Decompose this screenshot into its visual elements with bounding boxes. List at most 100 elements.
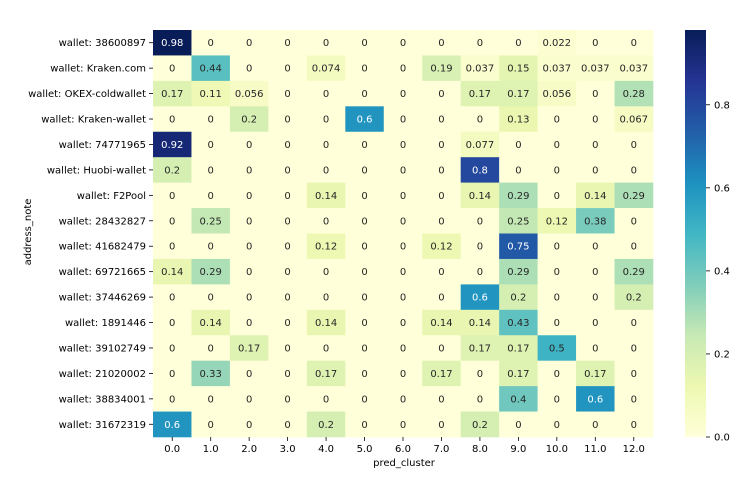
heatmap-cell [306,80,346,107]
heatmap-cell [576,80,615,107]
heatmap-cell [383,386,423,412]
cell-value-label: 0 [400,38,406,49]
cell-value-label: 0 [438,394,444,405]
cell-value-label: 0 [515,140,521,151]
heatmap-cell [191,208,231,234]
cell-value-label: 0 [592,165,598,176]
heatmap-cell [499,157,538,183]
heatmap-cell [306,258,346,285]
colorbar-tick-label: 0.6 [714,183,730,194]
cell-value-label: 0 [438,216,444,227]
heatmap-cell [268,360,308,387]
cell-value-label: 0 [554,318,560,329]
cell-value-label: 0 [400,140,406,151]
cell-value-label: 0 [284,89,290,100]
heatmap-cell [229,284,269,311]
heatmap-cell [345,386,385,412]
heatmap-cell [191,131,231,158]
cell-value-label: 0 [592,38,598,49]
heatmap-cell [614,386,654,412]
heatmap-cell [268,411,308,438]
heatmap-cell [422,386,461,412]
cell-value-label: 0.6 [357,115,373,126]
heatmap-cell [306,411,346,438]
x-tick-label: 9.0 [510,444,526,455]
heatmap-cell [576,131,615,158]
cell-value-label: 0 [361,165,367,176]
x-tick-label: 1.0 [203,444,219,455]
heatmap-cell [460,30,500,56]
heatmap-cell [422,335,461,361]
heatmap-cell [345,411,385,438]
cell-value-label: 0 [208,343,214,354]
heatmap-cell [153,157,192,183]
cell-value-label: 0 [631,242,637,253]
heatmap-cell [537,80,577,107]
heatmap-cell [499,360,538,387]
cell-value-label: 0 [438,115,444,126]
heatmap-cell [306,157,346,183]
cell-value-label: 0 [592,293,598,304]
heatmap-cell [345,106,385,133]
colorbar-gradient [685,30,706,437]
heatmap-cell [191,106,231,133]
cell-value-label: 0 [361,293,367,304]
heatmap-cell [345,182,385,209]
heatmap-cell [345,30,385,56]
cell-value-label: 0.14 [430,318,452,329]
cell-value-label: 0 [284,293,290,304]
cell-value-label: 0 [208,420,214,431]
heatmap-cell [345,131,385,158]
x-tick-label: 10.0 [546,444,568,455]
x-tick-label: 7.0 [434,444,450,455]
cell-value-label: 0 [400,420,406,431]
heatmap-cell [537,131,577,158]
cell-value-label: 0.29 [507,267,529,278]
heatmap-cell [460,233,500,260]
cell-value-label: 0.17 [238,343,260,354]
heatmap-cell [499,233,538,260]
heatmap-cell [422,182,461,209]
cell-value-label: 0.29 [507,191,529,202]
heatmap-cell [422,233,461,260]
cell-value-label: 0.29 [623,267,645,278]
y-tick-label: wallet: 39102749 [59,343,146,354]
heatmap-cell [191,411,231,438]
heatmap-cell [153,284,192,311]
heatmap-cell [576,258,615,285]
cell-value-label: 0 [361,343,367,354]
heatmap-cell [614,182,654,209]
cell-value-label: 0.17 [161,89,183,100]
cell-value-label: 0 [284,318,290,329]
cell-value-label: 0.75 [507,242,529,253]
heatmap-cell [383,80,423,107]
heatmap-cell [268,258,308,285]
heatmap-cell [460,157,500,183]
cell-value-label: 0 [631,216,637,227]
cell-value-label: 0.077 [466,140,495,151]
heatmap-cell [268,131,308,158]
heatmap-cell [153,80,192,107]
cell-value-label: 0 [246,369,252,380]
cell-value-label: 0 [400,293,406,304]
cell-value-label: 0 [246,318,252,329]
heatmap-cell [153,182,192,209]
x-axis-title: pred_cluster [373,458,436,469]
cell-value-label: 0 [515,420,521,431]
cell-value-label: 0 [246,38,252,49]
cell-value-label: 0.4 [510,394,526,405]
x-tick-label: 3.0 [280,444,296,455]
heatmap-cell [345,55,385,82]
cell-value-label: 0 [208,293,214,304]
heatmap-cell [576,309,615,336]
cell-value-label: 0.98 [161,38,183,49]
cell-value-label: 0 [208,394,214,405]
heatmap-cell [345,233,385,260]
heatmap-cell [460,258,500,285]
heatmap-cell [499,182,538,209]
heatmap-cell [153,55,192,82]
cell-value-label: 0 [400,343,406,354]
cell-value-label: 0.12 [546,216,568,227]
heatmap-cell [268,284,308,311]
heatmap-cell [306,386,346,412]
